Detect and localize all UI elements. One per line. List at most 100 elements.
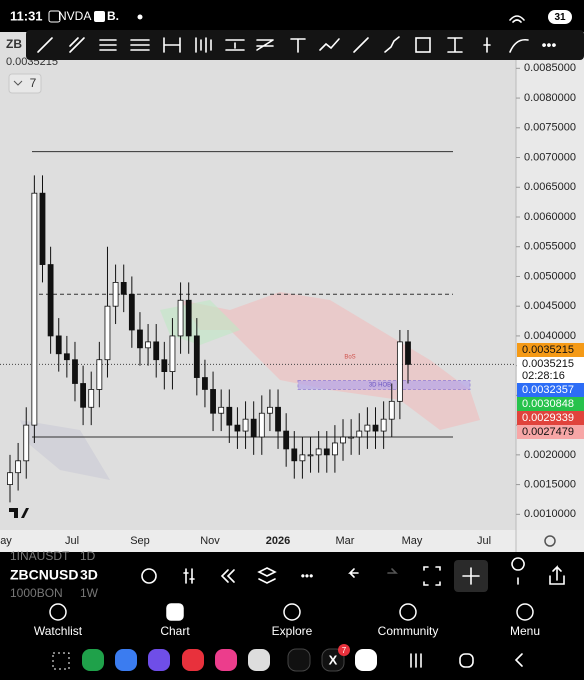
curve-tool[interactable] — [509, 38, 529, 53]
fullscreen-button[interactable] — [423, 566, 441, 586]
camera-app[interactable] — [248, 649, 270, 671]
price-badge — [517, 425, 584, 439]
symbol[interactable]: ZBCNUSD — [10, 567, 78, 583]
fib-tool[interactable] — [99, 39, 117, 51]
price-badge — [517, 411, 584, 425]
share-button[interactable] — [549, 565, 565, 585]
candle-body — [218, 406, 225, 414]
redo-button[interactable] — [387, 568, 398, 574]
pattern-tool[interactable] — [195, 37, 212, 53]
notification: NVDA — [58, 9, 91, 23]
time-axis-bg — [0, 530, 584, 552]
more-button[interactable]: ••• — [301, 569, 314, 583]
candle-body — [291, 448, 298, 462]
nav-label[interactable]: Menu — [510, 624, 540, 638]
badge — [338, 644, 350, 656]
messages-app[interactable] — [115, 649, 137, 671]
y-tick-label: 0.0060000 — [524, 211, 576, 223]
app-drawer[interactable] — [52, 652, 70, 670]
tradingview-app[interactable] — [287, 648, 311, 672]
measure-tool[interactable] — [447, 37, 463, 53]
text-tool[interactable] — [290, 38, 306, 53]
home-button[interactable] — [459, 653, 474, 668]
chart-type-button[interactable] — [183, 568, 195, 584]
candle-body — [315, 448, 322, 456]
y-tick-label: 0.0075000 — [524, 122, 576, 134]
candle-body — [348, 436, 355, 439]
crosshair-icon — [462, 567, 480, 585]
candle-body — [23, 424, 30, 462]
line-tool[interactable] — [353, 37, 369, 53]
candle-body — [31, 192, 38, 426]
browser-app[interactable] — [148, 649, 170, 671]
cloud-red — [180, 292, 480, 430]
price-badge-label: 0.0030848 — [522, 398, 574, 410]
candle-body — [396, 341, 403, 402]
candle-body — [112, 282, 119, 307]
store-app[interactable] — [182, 649, 204, 671]
path-tool[interactable] — [319, 38, 340, 51]
indicator-count: 7 — [30, 76, 37, 90]
nav-label[interactable]: Chart — [160, 624, 190, 638]
rect-tool[interactable] — [415, 37, 431, 53]
layers-button[interactable] — [257, 567, 277, 584]
candle-body — [388, 400, 395, 420]
battery-level: 31 — [554, 12, 566, 23]
candle-body — [63, 353, 70, 361]
trend-line-tool[interactable] — [37, 37, 53, 53]
cross-tool[interactable] — [483, 37, 491, 53]
gallery-app[interactable] — [215, 649, 237, 671]
candle-body — [161, 359, 168, 373]
interval[interactable]: 3D — [80, 567, 98, 583]
candle-body — [128, 293, 135, 331]
nav-label[interactable]: Watchlist — [34, 624, 83, 638]
more-tools[interactable]: ••• — [542, 37, 557, 53]
range-tool[interactable] — [163, 37, 181, 53]
nav-label[interactable]: Community — [378, 624, 439, 638]
candle-body — [80, 383, 87, 408]
x-tick-label: Jul — [477, 535, 491, 547]
bluesky-app[interactable] — [355, 649, 377, 671]
notif-icon — [48, 10, 61, 23]
back-button[interactable] — [514, 653, 523, 667]
nav-icon — [399, 603, 417, 621]
x-tick-label: Mar — [336, 535, 355, 547]
settings-gear[interactable] — [544, 535, 556, 547]
ray-tool[interactable] — [69, 37, 85, 53]
y-tick-label: 0.0045000 — [524, 300, 576, 312]
alert-button[interactable] — [141, 568, 157, 584]
x-logo: X — [329, 652, 338, 667]
idea-button[interactable] — [511, 557, 525, 585]
candle-body — [177, 299, 184, 337]
recents-button[interactable] — [410, 653, 422, 668]
nav-label[interactable]: Explore — [272, 624, 313, 638]
channel-tool[interactable] — [130, 39, 150, 51]
candle-body — [104, 305, 111, 361]
replay-button[interactable] — [220, 569, 235, 583]
candle-body — [55, 335, 62, 355]
price-badge — [517, 343, 584, 357]
brush-tool[interactable] — [384, 36, 400, 53]
gann-tool[interactable] — [225, 39, 245, 51]
cloud-gray — [20, 420, 110, 480]
y-tick-label: 0.0040000 — [524, 330, 576, 342]
chevron — [13, 80, 23, 86]
phone-app[interactable] — [82, 649, 104, 671]
x-app[interactable] — [321, 648, 345, 672]
notification: B. — [107, 9, 119, 23]
candle-body — [7, 472, 13, 485]
price-badge-label: 0.0035215 — [522, 358, 574, 370]
candle-body — [258, 412, 265, 438]
candle-body — [193, 335, 200, 378]
dock: X 7 — [52, 644, 523, 672]
x-tick-label: May — [402, 535, 423, 547]
wifi-icon — [509, 15, 525, 23]
candle-body — [283, 430, 290, 450]
candle-body — [202, 377, 208, 390]
pitchfork-tool[interactable] — [256, 39, 274, 51]
undo-button[interactable] — [348, 568, 359, 578]
indicator-toggle[interactable] — [8, 73, 42, 94]
candle-body — [88, 389, 95, 408]
candle-body — [39, 192, 46, 265]
